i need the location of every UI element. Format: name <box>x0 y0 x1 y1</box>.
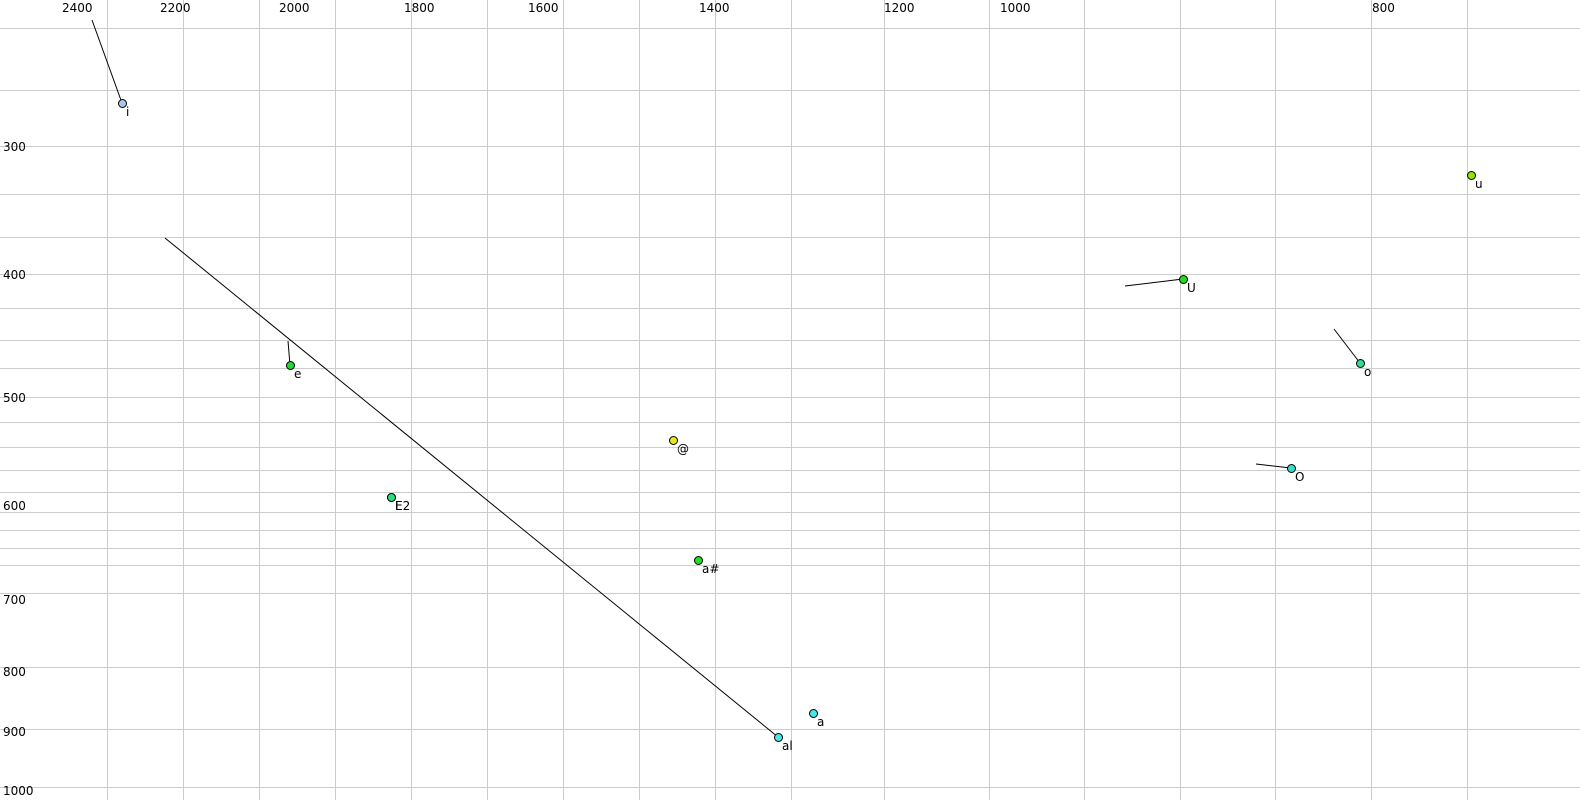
gridline-horizontal <box>0 308 1580 309</box>
vowel-point-marker[interactable] <box>808 708 818 718</box>
gridline-vertical <box>989 0 990 800</box>
gridline-horizontal <box>0 512 1580 513</box>
gridline-vertical <box>639 0 640 800</box>
y-axis-tick-label: 700 <box>3 593 26 607</box>
gridline-horizontal <box>0 787 1580 788</box>
gridline-vertical <box>791 0 792 800</box>
gridline-horizontal <box>0 470 1580 471</box>
gridline-vertical <box>487 0 488 800</box>
track-O <box>1255 463 1292 469</box>
vowel-point-label: u <box>1475 177 1483 191</box>
gridline-vertical <box>563 0 564 800</box>
gridline-horizontal <box>0 237 1580 238</box>
gridline-horizontal <box>0 274 1580 275</box>
y-axis-tick-label: 600 <box>3 499 26 513</box>
track-al <box>164 237 779 738</box>
gridline-horizontal <box>0 397 1580 398</box>
vowel-point-label: O <box>1295 470 1305 484</box>
y-axis-tick-label: 500 <box>3 391 26 405</box>
vowel-point-marker[interactable] <box>1466 170 1476 180</box>
vowel-point-marker[interactable] <box>285 360 295 370</box>
gridline-vertical <box>884 0 885 800</box>
gridline-horizontal <box>0 593 1580 594</box>
vowel-point-marker[interactable] <box>693 555 703 565</box>
y-axis-tick-label: 400 <box>3 268 26 282</box>
vowel-point-marker[interactable] <box>386 492 396 502</box>
gridline-horizontal <box>0 729 1580 730</box>
gridline-vertical <box>1275 0 1276 800</box>
vowel-point-label: o <box>1364 365 1372 379</box>
track-U <box>1124 278 1184 287</box>
x-axis-tick-label: 2200 <box>160 1 191 15</box>
gridline-horizontal <box>0 28 1580 29</box>
y-axis-tick-label: 900 <box>3 725 26 739</box>
vowel-point-label: U <box>1187 281 1196 295</box>
gridline-horizontal <box>0 194 1580 195</box>
gridline-horizontal <box>0 530 1580 531</box>
gridline-horizontal <box>0 667 1580 668</box>
gridline-vertical <box>411 0 412 800</box>
track-i <box>91 19 123 104</box>
vowel-point-marker[interactable] <box>668 435 678 445</box>
vowel-point-marker[interactable] <box>1355 358 1365 368</box>
gridline-horizontal <box>0 146 1580 147</box>
vowel-point-label: @ <box>677 442 689 456</box>
y-axis-tick-label: 800 <box>3 665 26 679</box>
x-axis-tick-label: 1400 <box>699 1 730 15</box>
vowel-point-label: i <box>126 105 130 119</box>
gridline-horizontal <box>0 548 1580 549</box>
x-axis-tick-label: 1800 <box>404 1 435 15</box>
vowel-point-marker[interactable] <box>1286 463 1296 473</box>
gridline-horizontal <box>0 368 1580 369</box>
gridline-horizontal <box>0 340 1580 341</box>
gridline-vertical <box>183 0 184 800</box>
x-axis-tick-label: 1000 <box>1000 1 1031 15</box>
vowel-point-label: E2 <box>395 499 411 513</box>
gridline-vertical <box>259 0 260 800</box>
x-axis-tick-label: 2400 <box>62 1 93 15</box>
gridline-vertical <box>1467 0 1468 800</box>
vowel-point-marker[interactable] <box>117 98 127 108</box>
vowel-point-marker[interactable] <box>773 732 783 742</box>
y-axis-tick-label: 300 <box>3 140 26 154</box>
gridline-vertical <box>1180 0 1181 800</box>
vowel-point-label: al <box>782 739 793 753</box>
x-axis-tick-label: 800 <box>1372 1 1395 15</box>
vowel-point-label: E <box>395 499 403 513</box>
x-axis-tick-label: 1200 <box>884 1 915 15</box>
track-o <box>1333 328 1361 364</box>
gridline-vertical <box>1371 0 1372 800</box>
gridline-horizontal <box>0 565 1580 566</box>
gridline-horizontal <box>0 90 1580 91</box>
vowel-point-label: a# <box>702 562 720 576</box>
x-axis-tick-label: 1600 <box>528 1 559 15</box>
y-axis-tick-label: 1000 <box>3 784 34 798</box>
gridline-horizontal <box>0 447 1580 448</box>
gridline-vertical <box>1084 0 1085 800</box>
vowel-point-label: a <box>817 715 825 729</box>
gridline-vertical <box>715 0 716 800</box>
vowel-point-label: e <box>294 367 302 381</box>
gridline-horizontal <box>0 422 1580 423</box>
gridline-vertical <box>335 0 336 800</box>
gridline-vertical <box>107 0 108 800</box>
x-axis-tick-label: 2000 <box>279 1 310 15</box>
gridline-horizontal <box>0 492 1580 493</box>
vowel-point-marker[interactable] <box>1178 274 1188 284</box>
